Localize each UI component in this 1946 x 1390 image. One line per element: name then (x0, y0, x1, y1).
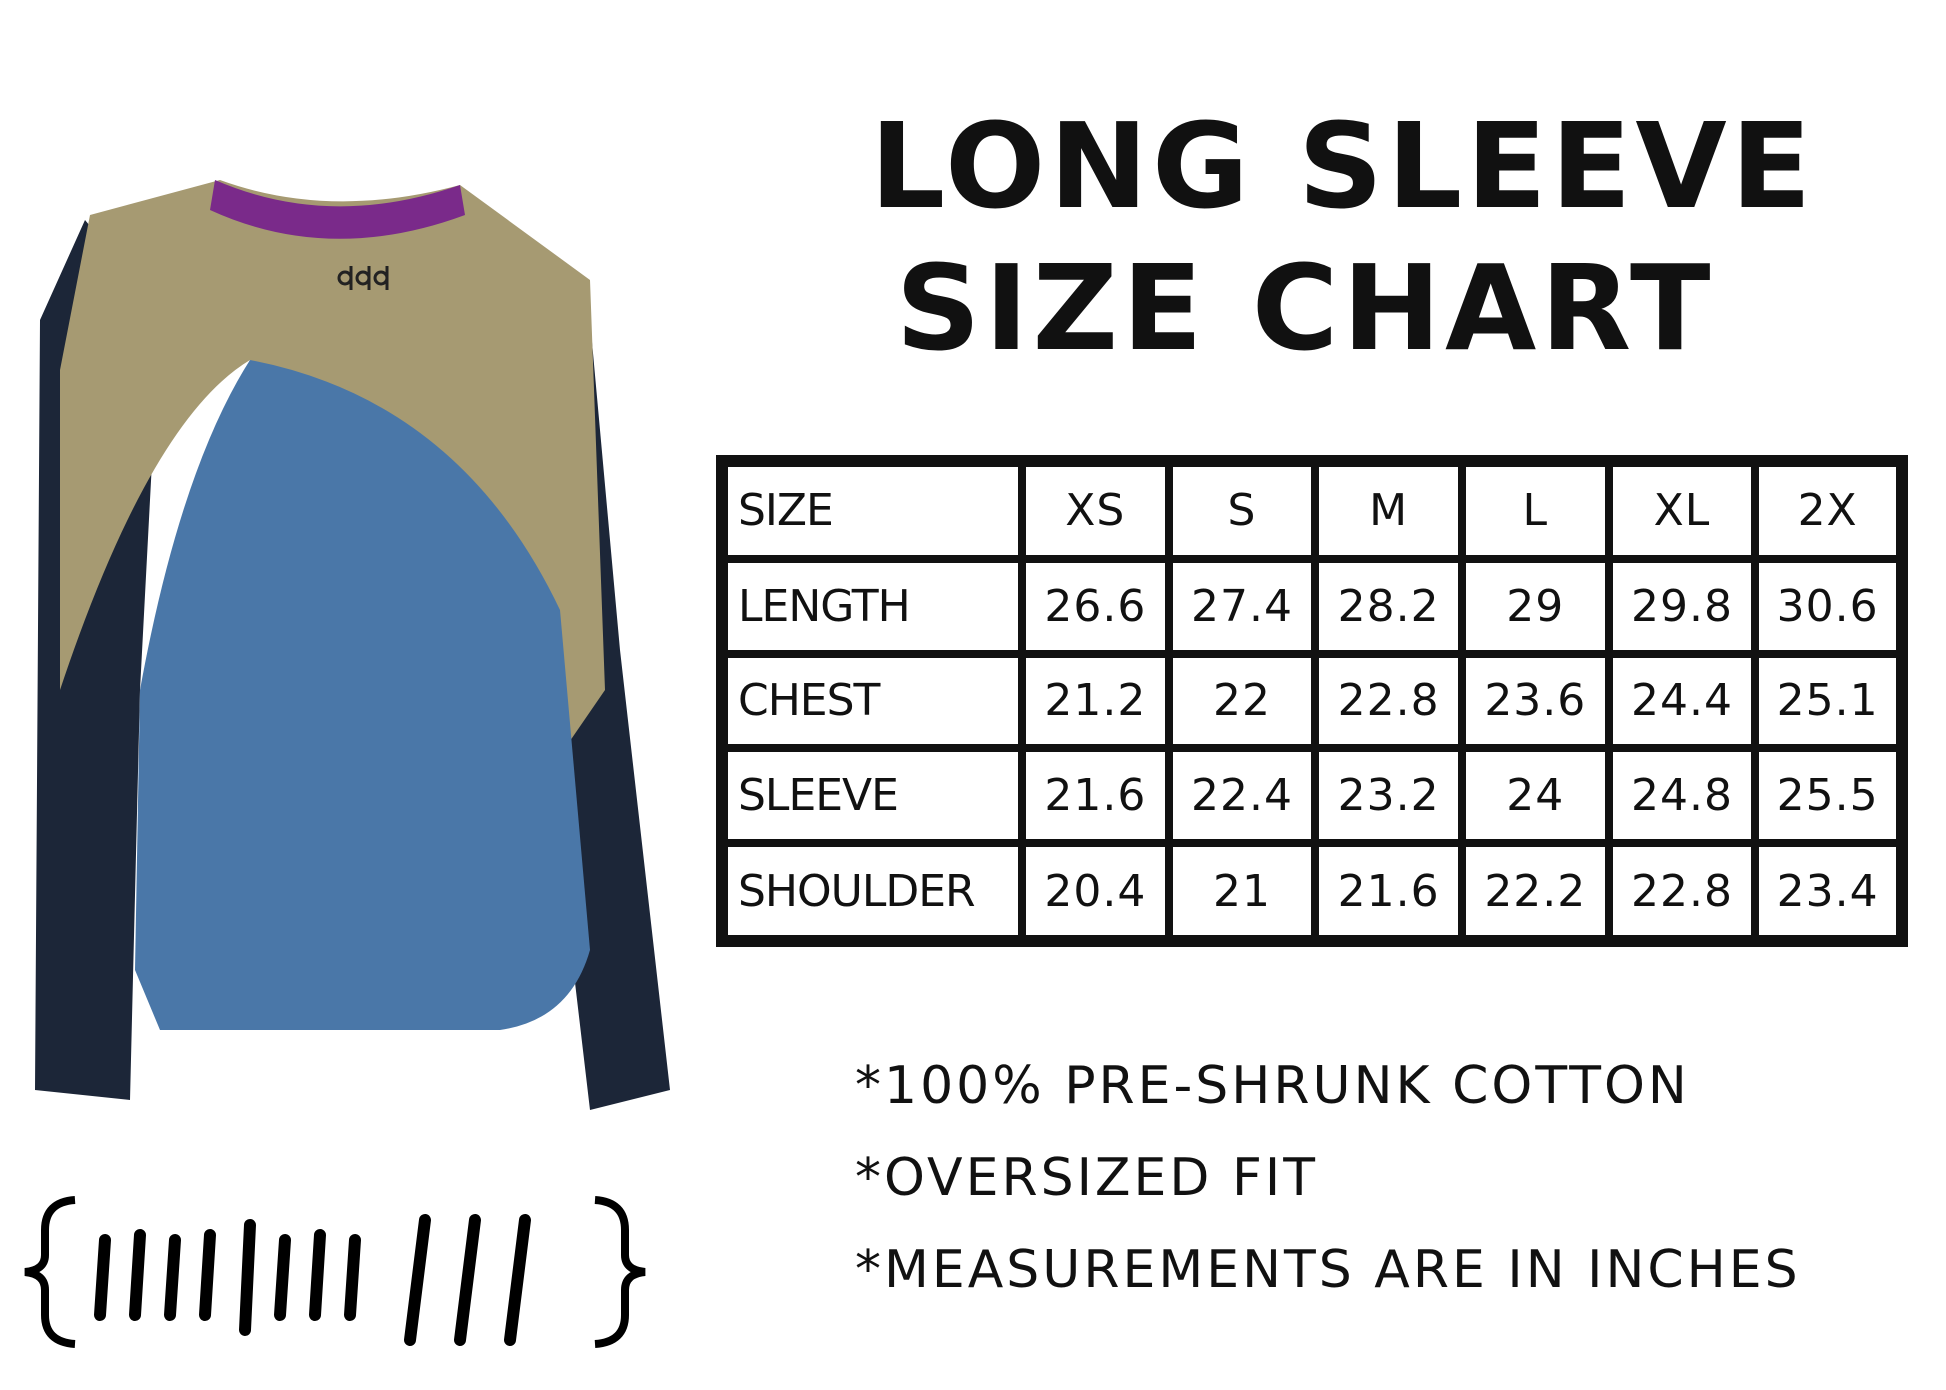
cell: 22.2 (1457, 839, 1613, 945)
cell: 21.2 (1018, 649, 1173, 753)
cell: 22 (1164, 649, 1320, 753)
table-row-length: LENGTH 26.6 27.4 28.2 29 29.8 30.6 (718, 554, 1906, 658)
note-fit: *OVERSIZED FIT (855, 1148, 1318, 1208)
cell: 24.4 (1604, 649, 1760, 753)
cell: 22.8 (1311, 649, 1466, 753)
cell: 22.4 (1164, 744, 1320, 848)
cell: 29.8 (1604, 554, 1760, 658)
row-label: SLEEVE (718, 744, 1026, 848)
product-notes: *100% PRE-SHRUNK COTTON *OVERSIZED FIT *… (855, 1040, 1801, 1316)
cell: 21.6 (1018, 744, 1173, 848)
cell: 28.2 (1311, 554, 1466, 658)
cell: 23.4 (1751, 839, 1906, 945)
shirt-body (135, 360, 590, 1030)
shirt-yoke (60, 180, 605, 770)
note-cotton: *100% PRE-SHRUNK COTTON (855, 1056, 1690, 1116)
cell: 30.6 (1751, 554, 1906, 658)
header-m: M (1311, 457, 1466, 563)
logo-left-brace (24, 1196, 76, 1348)
header-size: SIZE (718, 457, 1026, 563)
brand-logo (24, 1196, 646, 1348)
cell: 21 (1164, 839, 1320, 945)
cell: 23.6 (1457, 649, 1613, 753)
header-xl: XL (1604, 457, 1760, 563)
row-label: CHEST (718, 649, 1026, 753)
cell: 23.2 (1311, 744, 1466, 848)
long-sleeve-shirt-image (35, 180, 670, 1110)
header-2x: 2X (1751, 457, 1906, 563)
page-title: LONG SLEEVE SIZE CHART (870, 95, 1816, 379)
table-row-chest: CHEST 21.2 22 22.8 23.6 24.4 25.1 (718, 649, 1906, 753)
note-units: *MEASUREMENTS ARE IN INCHES (855, 1240, 1801, 1300)
logo-right-brace (594, 1196, 646, 1348)
shirt-collar (210, 180, 465, 239)
shirt-chest-emblem (337, 266, 389, 290)
cell: 24 (1457, 744, 1613, 848)
logo-lettering (94, 1214, 531, 1346)
cell: 26.6 (1018, 554, 1173, 658)
cell: 25.5 (1751, 744, 1906, 848)
header-l: L (1457, 457, 1613, 563)
cell: 25.1 (1751, 649, 1906, 753)
header-xs: XS (1018, 457, 1173, 563)
row-label: LENGTH (718, 554, 1026, 658)
title-line-2: SIZE CHART (895, 239, 1715, 377)
cell: 27.4 (1164, 554, 1320, 658)
cell: 22.8 (1604, 839, 1760, 945)
table-row-shoulder: SHOULDER 20.4 21 21.6 22.2 22.8 23.4 (718, 839, 1906, 945)
header-s: S (1164, 457, 1320, 563)
cell: 29 (1457, 554, 1613, 658)
cell: 20.4 (1018, 839, 1173, 945)
cell: 24.8 (1604, 744, 1760, 848)
title-line-1: LONG SLEEVE (870, 97, 1816, 235)
row-label: SHOULDER (718, 839, 1026, 945)
size-chart-table: SIZE XS S M L XL 2X LENGTH 26.6 27.4 28.… (716, 455, 1908, 947)
cell: 21.6 (1311, 839, 1466, 945)
table-row-sleeve: SLEEVE 21.6 22.4 23.2 24 24.8 25.5 (718, 744, 1906, 848)
table-header-row: SIZE XS S M L XL 2X (718, 457, 1906, 563)
